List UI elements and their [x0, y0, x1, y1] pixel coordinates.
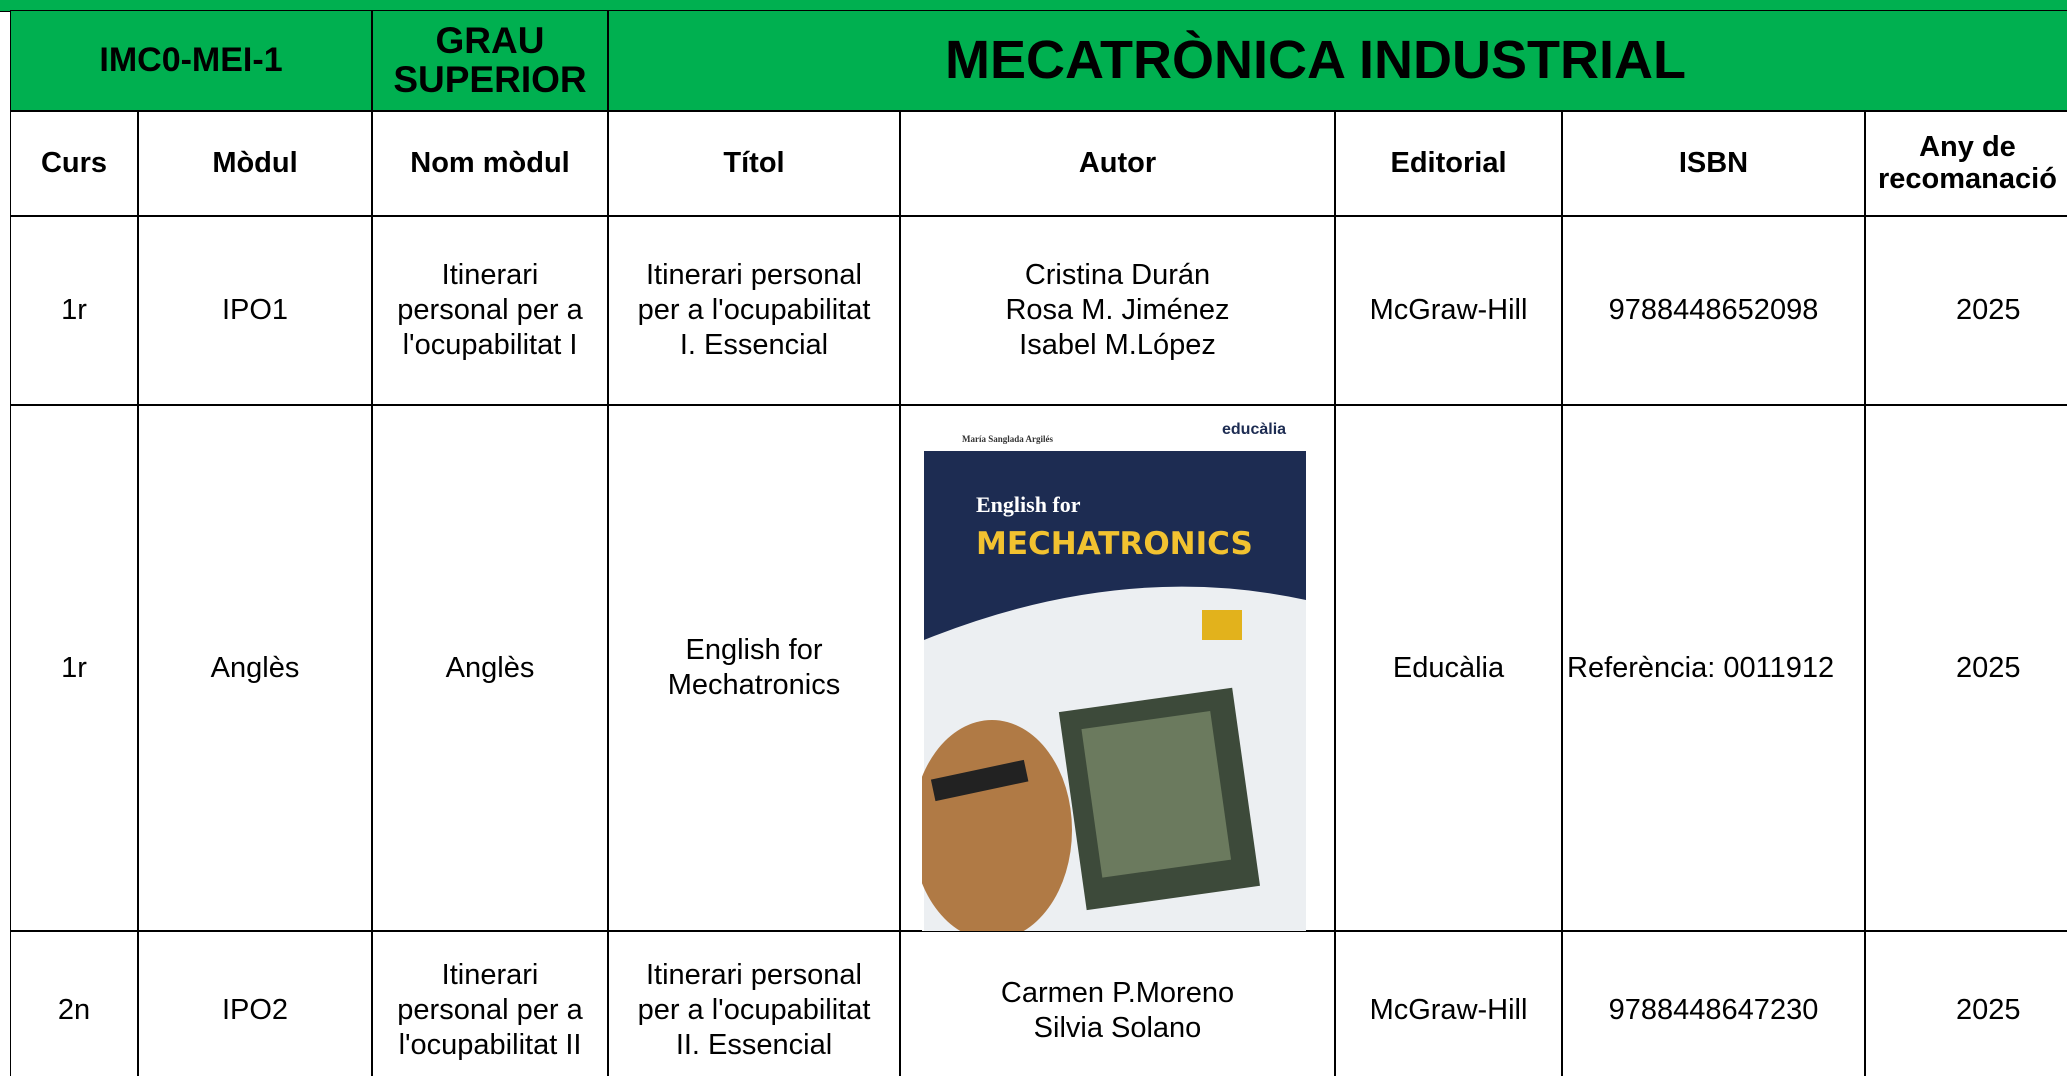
column-header: ISBN	[1562, 111, 1865, 216]
table-cell: 2025	[1865, 405, 2067, 931]
table-cell: Itinerari personal per a l'ocupabilitat …	[372, 216, 608, 405]
column-header: Curs	[10, 111, 138, 216]
level-cell: GRAU SUPERIOR	[372, 10, 608, 111]
cover-text: María Sanglada Argilés	[962, 434, 1053, 444]
code-cell: IMC0-MEI-1	[10, 10, 372, 111]
column-header: Títol	[608, 111, 900, 216]
table-cell: Educàlia	[1335, 405, 1562, 931]
table-cell: Itinerari personal per a l'ocupabilitat …	[608, 931, 900, 1076]
table-cell: Referència: 0011912	[1562, 405, 1865, 931]
table-cell: McGraw-Hill	[1335, 216, 1562, 405]
table-cell: 1r	[10, 216, 138, 405]
table-cell: McGraw-Hill	[1335, 931, 1562, 1076]
table-cell: IPO2	[138, 931, 372, 1076]
table-cell: Carmen P.Moreno Silvia Solano	[900, 931, 1335, 1076]
table-cell: 9788448647230	[1562, 931, 1865, 1076]
table-cell: Anglès	[372, 405, 608, 931]
book-cover: María Sanglada Argilés educàlia English fo…	[922, 410, 1306, 931]
cover-text: MECHATRONICS	[976, 526, 1253, 562]
table-cell: Anglès	[138, 405, 372, 931]
table-cell: IPO1	[138, 216, 372, 405]
table-cell: 1r	[10, 405, 138, 931]
column-header: Autor	[900, 111, 1335, 216]
table-cell: Itinerari personal per a l'ocupabilitat …	[608, 216, 900, 405]
table-cell: 2025	[1865, 216, 2067, 405]
table-cell: Itinerari personal per a l'ocupabilitat …	[372, 931, 608, 1076]
table-cell: Cristina Durán Rosa M. Jiménez Isabel M.…	[900, 216, 1335, 405]
cover-text: English for	[976, 492, 1081, 517]
table-cell: 2n	[10, 931, 138, 1076]
title-cell: MECATRÒNICA INDUSTRIAL	[608, 10, 2067, 111]
table-cell: 2025	[1865, 931, 2067, 1076]
column-header: Editorial	[1335, 111, 1562, 216]
table-cell: English for Mechatronics	[608, 405, 900, 931]
column-header: Any de recomanació	[1865, 111, 2067, 216]
table-cell: 9788448652098	[1562, 216, 1865, 405]
cover-text: educàlia	[1222, 421, 1286, 438]
column-header: Mòdul	[138, 111, 372, 216]
column-header: Nom mòdul	[372, 111, 608, 216]
